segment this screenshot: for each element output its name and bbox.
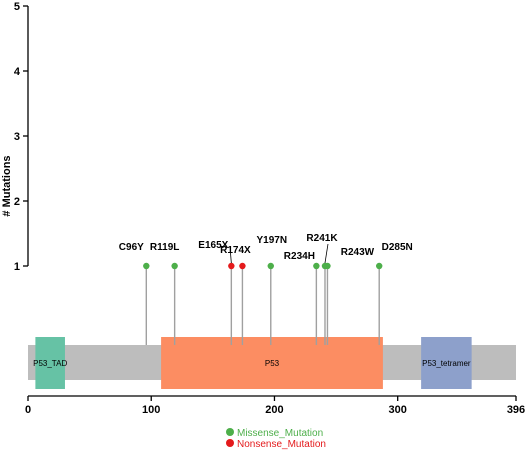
mutation-dot [313,262,320,270]
mutation-dot [324,262,331,270]
mutation-leader [229,250,232,264]
x-axis: 0 100 200 300 396 [25,395,525,416]
y-tick-label: 2 [14,196,20,208]
y-tick-label: 3 [14,131,20,143]
mutation-r234h: R234H [284,251,320,345]
mutation-label: D285N [382,242,413,253]
mutation-dot [228,262,235,270]
y-tick-label: 5 [14,1,20,13]
mutation-r243w: R243W [324,247,375,345]
x-tick-label: 300 [389,404,407,416]
x-tick-label: 100 [142,404,160,416]
legend-marker [226,439,234,447]
y-tick-label: 1 [14,261,20,273]
domain-p53-tad [35,337,65,389]
mutation-label: E165X [198,240,228,251]
mutation-e165x: E165X [198,240,235,345]
domain-label: P53_TAD [33,359,67,368]
mutation-label: R243W [341,247,375,258]
mutation-leader [324,243,329,264]
mutation-r119l: R119L [150,242,179,345]
legend-entry: Missense_Mutation [237,428,323,439]
mutation-label: C96Y [119,242,144,253]
domain-label: P53_tetramer [422,359,471,368]
mutation-label: R234H [284,251,315,262]
mutation-dot [376,262,383,270]
x-tick-label: 0 [25,404,31,416]
domain-label: P53 [265,359,280,368]
x-tick-label: 200 [265,404,283,416]
y-tick-label: 4 [14,66,21,78]
mutation-label: R174X [220,245,251,256]
legend-marker [226,428,234,436]
x-tick-label: 396 [507,404,525,416]
mutation-dot [267,262,274,270]
protein-domains: P53_TAD P53 P53_tetramer [33,337,472,389]
domain-p53-tetramer [421,337,472,389]
mutation-label: R119L [150,242,179,253]
mutation-r241k: R241K [306,233,338,345]
mutation-c96y: C96Y [119,242,150,345]
y-axis-title: # Mutations [1,155,13,216]
mutation-dot [143,262,150,270]
mutation-r174x: R174X [220,245,251,345]
domain-p53 [161,337,383,389]
mutation-y197n: Y197N [256,235,287,345]
legend-entry: Nonsense_Mutation [237,439,326,450]
y-axis: 1 2 3 4 5 [14,1,29,273]
mutation-dot [171,262,178,270]
mutation-label: Y197N [256,235,287,246]
mutation-label: R241K [306,233,338,244]
mutation-dot [239,262,246,270]
mutation-d285n: D285N [376,242,413,345]
